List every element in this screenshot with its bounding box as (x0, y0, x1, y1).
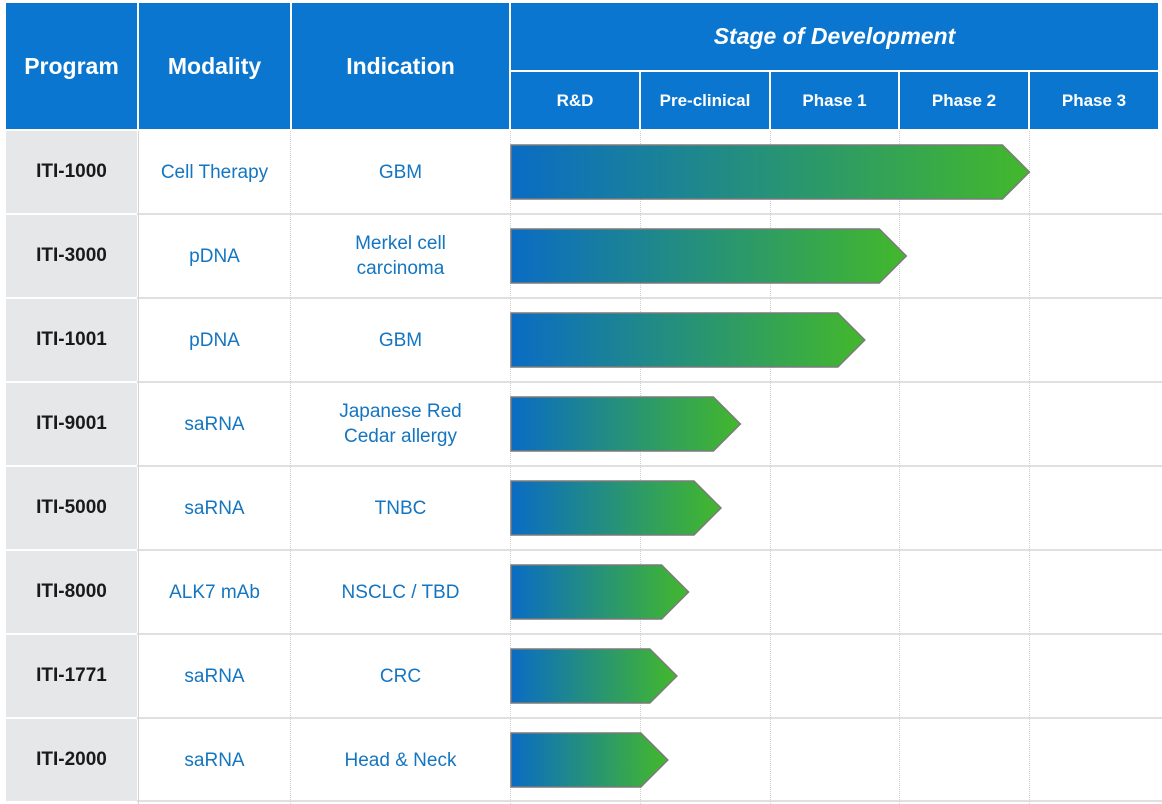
progress-arrow-iti-1771 (510, 648, 678, 704)
program-cell: ITI-1001 (6, 299, 137, 381)
modality-cell: Cell Therapy (160, 161, 269, 183)
stage-label-phase-2: Phase 2 (900, 72, 1028, 129)
indication-cell: NSCLC / TBD (341, 581, 460, 603)
modality-cell: saRNA (184, 497, 245, 519)
progress-arrow-iti-3000 (510, 228, 908, 284)
program-cell: ITI-8000 (6, 551, 137, 633)
row-divider (137, 213, 1162, 215)
program-divider (6, 381, 137, 383)
indication-cell: Head & Neck (344, 749, 457, 771)
header-stage-of-development: Stage of Development (511, 3, 1158, 70)
stage-divider (770, 131, 771, 804)
modality-cell: saRNA (184, 413, 245, 435)
indication-cell: GBM (378, 329, 423, 351)
header-modality: Modality (139, 3, 290, 129)
progress-arrow-iti-5000 (510, 480, 723, 536)
stage-label-phase-1: Phase 1 (771, 72, 898, 129)
program-cell: ITI-9001 (6, 383, 137, 465)
indication-cell: CRC (379, 665, 422, 687)
progress-arrow-iti-9001 (510, 396, 742, 452)
header-program: Program (6, 3, 137, 129)
row-divider (137, 297, 1162, 299)
program-cell: ITI-1000 (6, 131, 137, 213)
column-divider (510, 131, 511, 804)
program-cell: ITI-3000 (6, 215, 137, 297)
modality-cell: ALK7 mAb (169, 581, 260, 603)
stage-label-rnd: R&D (511, 72, 639, 129)
modality-cell: pDNA (189, 329, 240, 351)
stage-label-preclinical: Pre-clinical (641, 72, 769, 129)
modality-cell: saRNA (184, 665, 245, 687)
indication-cell: Merkel cell carcinoma (355, 233, 446, 279)
indication-cell: Japanese Red Cedar allergy (339, 401, 462, 447)
row-divider (137, 549, 1162, 551)
stage-divider (1029, 131, 1030, 804)
program-divider (6, 633, 137, 635)
stage-divider (640, 131, 641, 804)
program-divider (6, 717, 137, 719)
indication-cell: GBM (378, 161, 423, 183)
row-divider (137, 465, 1162, 467)
program-divider (6, 549, 137, 551)
program-divider (6, 465, 137, 467)
column-divider (290, 131, 291, 804)
program-divider (6, 297, 137, 299)
progress-arrow-iti-2000 (510, 732, 669, 788)
program-cell: ITI-1771 (6, 635, 137, 717)
row-divider (137, 633, 1162, 635)
program-cell: ITI-5000 (6, 467, 137, 549)
row-divider (137, 717, 1162, 719)
row-divider (137, 800, 1162, 802)
row-divider (137, 381, 1162, 383)
header-divider (511, 70, 1158, 72)
program-cell: ITI-2000 (6, 719, 137, 801)
modality-cell: pDNA (189, 245, 240, 267)
stage-divider (899, 131, 900, 804)
progress-arrow-iti-8000 (510, 564, 690, 620)
progress-arrow-iti-1000 (510, 144, 1031, 200)
column-divider (138, 131, 139, 804)
program-divider (6, 213, 137, 215)
indication-cell: TNBC (374, 497, 427, 519)
header-indication: Indication (292, 3, 509, 129)
progress-arrow-iti-1001 (510, 312, 866, 368)
stage-label-phase-3: Phase 3 (1030, 72, 1158, 129)
modality-cell: saRNA (184, 749, 245, 771)
